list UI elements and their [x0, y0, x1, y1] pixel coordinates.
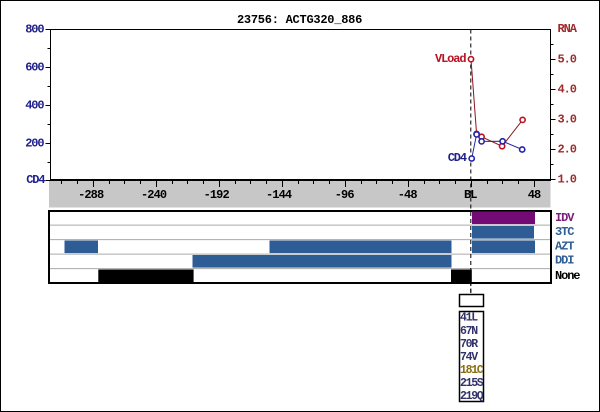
svg-text:1.0: 1.0	[558, 173, 577, 187]
svg-text:2.0: 2.0	[558, 143, 577, 157]
svg-text:41L: 41L	[460, 312, 478, 325]
svg-text:CD4: CD4	[26, 173, 45, 187]
svg-text:-48: -48	[398, 188, 418, 202]
svg-text:800: 800	[25, 23, 44, 37]
svg-text:DDI: DDI	[555, 254, 574, 268]
svg-text:AZT: AZT	[555, 239, 574, 253]
svg-text:VLoad: VLoad	[435, 52, 466, 66]
svg-text:67N: 67N	[460, 325, 478, 338]
svg-text:5.0: 5.0	[558, 53, 577, 67]
svg-text:RNA: RNA	[558, 22, 578, 36]
svg-text:-144: -144	[266, 188, 292, 202]
svg-text:181C: 181C	[460, 364, 484, 377]
svg-text:BL: BL	[464, 188, 477, 202]
svg-text:600: 600	[25, 61, 44, 75]
svg-text:-96: -96	[335, 188, 355, 202]
svg-text:70R: 70R	[460, 338, 478, 351]
svg-text:215S: 215S	[460, 377, 484, 390]
svg-text:None: None	[555, 269, 580, 283]
svg-text:48: 48	[528, 188, 541, 202]
svg-text:23756: ACTG320_886: 23756: ACTG320_886	[237, 13, 362, 27]
svg-text:74V: 74V	[460, 351, 478, 364]
svg-text:4.0: 4.0	[558, 83, 577, 97]
svg-text:3TC: 3TC	[555, 225, 574, 239]
svg-text:-192: -192	[204, 188, 230, 202]
svg-text:219Q: 219Q	[460, 390, 484, 403]
svg-text:3.0: 3.0	[558, 113, 577, 127]
svg-text:CD4: CD4	[448, 151, 467, 165]
svg-text:200: 200	[25, 137, 44, 151]
svg-text:400: 400	[25, 99, 44, 113]
svg-text:-240: -240	[141, 188, 167, 202]
svg-text:IDV: IDV	[555, 211, 575, 225]
svg-text:-288: -288	[78, 188, 104, 202]
